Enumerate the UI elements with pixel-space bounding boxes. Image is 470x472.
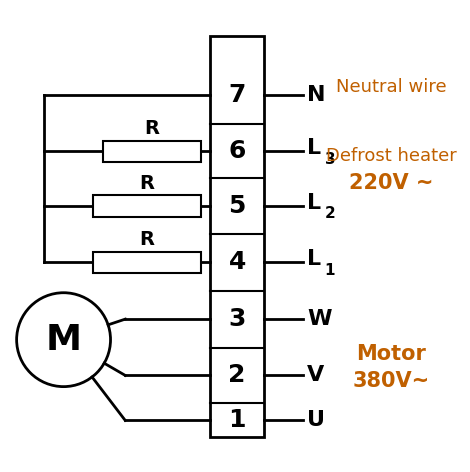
- Text: 1: 1: [325, 263, 335, 278]
- Text: 5: 5: [228, 194, 246, 218]
- Text: 3: 3: [325, 152, 336, 167]
- Text: Motor: Motor: [356, 345, 426, 364]
- Text: U: U: [307, 410, 325, 430]
- Text: 2: 2: [228, 363, 246, 388]
- Bar: [93, 252, 201, 273]
- Text: L: L: [307, 250, 321, 270]
- Circle shape: [16, 293, 110, 387]
- Text: R: R: [139, 174, 154, 193]
- Text: M: M: [46, 323, 82, 357]
- Text: V: V: [307, 365, 324, 385]
- Text: 7: 7: [228, 83, 246, 107]
- Text: 220V ~: 220V ~: [349, 173, 433, 193]
- Text: W: W: [307, 309, 332, 329]
- Text: 4: 4: [228, 251, 246, 274]
- Text: 380V~: 380V~: [352, 371, 430, 391]
- Text: N: N: [307, 85, 326, 105]
- Text: Neutral wire: Neutral wire: [336, 78, 446, 96]
- Text: R: R: [139, 230, 154, 249]
- Text: L: L: [307, 138, 321, 159]
- Text: 2: 2: [325, 206, 336, 221]
- Text: R: R: [144, 119, 159, 138]
- Bar: [210, 36, 264, 438]
- Text: 6: 6: [228, 139, 246, 163]
- Bar: [93, 195, 201, 217]
- Text: 1: 1: [228, 408, 246, 432]
- Text: Defrost heater: Defrost heater: [326, 147, 457, 165]
- Text: L: L: [307, 193, 321, 213]
- Bar: [103, 141, 201, 162]
- Text: 3: 3: [228, 307, 246, 331]
